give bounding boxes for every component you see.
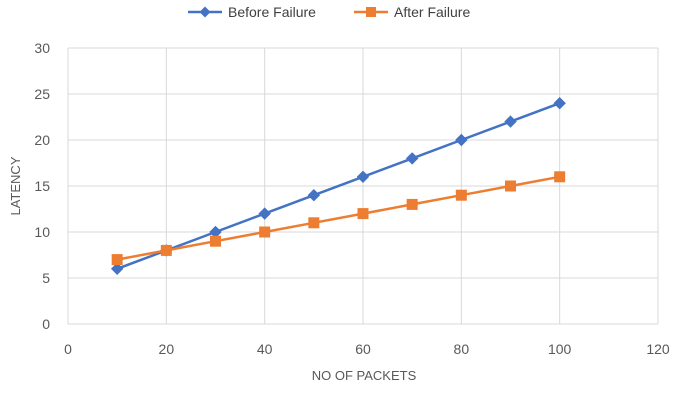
data-point-square[interactable]: [210, 235, 221, 247]
gridlines: [67, 47, 659, 325]
data-point-square[interactable]: [259, 226, 271, 238]
legend-diamond-marker: [199, 6, 211, 18]
x-tick-label: 60: [355, 341, 371, 357]
data-point-diamond[interactable]: [356, 170, 370, 184]
data-point-diamond[interactable]: [504, 115, 517, 128]
y-axis-title: LATENCY: [8, 156, 23, 215]
legend-label: After Failure: [394, 4, 470, 20]
x-tick-label: 40: [257, 341, 273, 357]
data-point-square[interactable]: [455, 189, 467, 201]
x-tick-label: 120: [646, 341, 670, 357]
x-tick-label: 80: [454, 341, 470, 357]
y-tick-label: 0: [42, 316, 50, 332]
data-point-square[interactable]: [357, 208, 369, 220]
legend-square-marker: [366, 7, 376, 17]
y-tick-label: 25: [34, 86, 50, 102]
data-point-square[interactable]: [160, 244, 172, 256]
legend-label: Before Failure: [228, 4, 316, 20]
y-tick-label: 20: [34, 132, 50, 148]
series-line: [116, 102, 561, 270]
data-point-square[interactable]: [505, 180, 516, 192]
data-point-square[interactable]: [111, 254, 123, 266]
x-tick-label: 100: [548, 341, 572, 357]
y-tick-label: 10: [34, 224, 50, 240]
x-tick-label: 0: [64, 341, 72, 357]
y-tick-label: 30: [34, 40, 50, 56]
y-tick-label: 5: [42, 270, 50, 286]
data-point-diamond[interactable]: [553, 96, 566, 110]
data-point-diamond[interactable]: [455, 133, 468, 147]
x-axis-title: NO OF PACKETS: [312, 368, 417, 383]
series-line: [116, 175, 560, 261]
tick-labels: 0 5 10 15 20 25 30 0 20 40 60 80 100 120: [34, 40, 669, 357]
series-after-failure: [111, 171, 566, 266]
data-point-diamond[interactable]: [405, 152, 419, 165]
series-layer: [110, 96, 566, 276]
series-before-failure: [110, 96, 566, 276]
data-point-square[interactable]: [406, 198, 418, 210]
legend-item-after-failure[interactable]: After Failure: [354, 4, 470, 20]
y-tick-label: 15: [34, 178, 50, 194]
data-point-square[interactable]: [308, 217, 320, 229]
data-point-diamond[interactable]: [258, 207, 271, 220]
data-point-diamond[interactable]: [110, 262, 124, 276]
data-point-diamond[interactable]: [307, 188, 321, 202]
data-point-square[interactable]: [554, 171, 566, 183]
legend: Before Failure After Failure: [188, 4, 470, 20]
x-tick-label: 20: [159, 341, 175, 357]
legend-item-before-failure[interactable]: Before Failure: [188, 4, 316, 20]
